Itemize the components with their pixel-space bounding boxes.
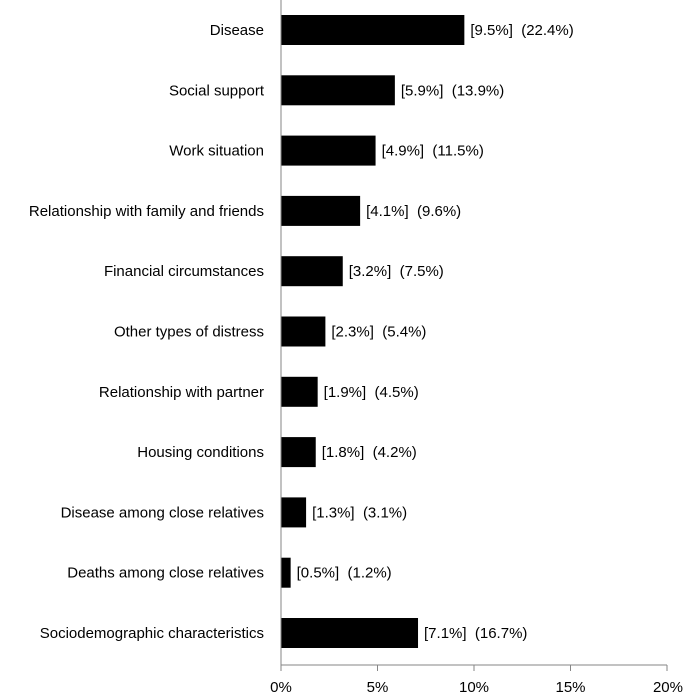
bar-7	[281, 437, 316, 468]
bar-9	[281, 557, 291, 588]
bars-layer	[281, 15, 465, 648]
data-label: [1.3%] (3.1%)	[312, 504, 407, 521]
data-label: [5.9%] (13.9%)	[401, 82, 504, 99]
category-label: Financial circumstances	[104, 263, 264, 280]
data-label: [9.5%] (22.4%)	[470, 22, 573, 39]
bar-4	[281, 256, 343, 287]
category-label: Social support	[169, 82, 265, 99]
labels-layer: Disease [9.5%] (22.4%) Social support [5.9%…	[29, 22, 574, 642]
category-label: Deaths among close relatives	[67, 565, 264, 582]
category-label: Sociodemographic characteristics	[40, 625, 264, 642]
x-tick-label: 20%	[653, 679, 683, 694]
data-label: [2.3%] (5.4%)	[331, 324, 426, 341]
x-tick-label: 5%	[367, 679, 389, 694]
bar-2	[281, 135, 376, 166]
category-label: Relationship with partner	[99, 384, 264, 401]
data-label: [3.2%] (7.5%)	[349, 263, 444, 280]
category-label: Housing conditions	[137, 444, 264, 461]
bar-10	[281, 618, 419, 648]
bar-6	[281, 376, 318, 407]
data-label: [7.1%] (16.7%)	[424, 625, 527, 642]
x-tick-label: 10%	[459, 679, 489, 694]
data-label: [1.8%] (4.2%)	[322, 444, 417, 461]
data-label: [4.9%] (11.5%)	[382, 143, 484, 160]
data-label: [4.1%] (9.6%)	[366, 203, 461, 220]
bar-3	[281, 195, 361, 226]
data-label: [0.5%] (1.2%)	[297, 565, 392, 582]
category-label: Disease	[210, 22, 264, 39]
data-label: [1.9%] (4.5%)	[324, 384, 419, 401]
x-tick-label: 0%	[270, 679, 292, 694]
bar-0	[281, 15, 465, 45]
x-tick-label: 15%	[555, 679, 585, 694]
bar-5	[281, 316, 326, 347]
axis-layer: 0% 5% 10% 15% 20%	[270, 0, 683, 694]
bar-1	[281, 75, 395, 106]
category-label: Other types of distress	[114, 324, 264, 341]
category-label: Work situation	[169, 143, 264, 160]
category-label: Relationship with family and friends	[29, 203, 264, 220]
bar-8	[281, 497, 307, 528]
category-label: Disease among close relatives	[61, 504, 264, 521]
